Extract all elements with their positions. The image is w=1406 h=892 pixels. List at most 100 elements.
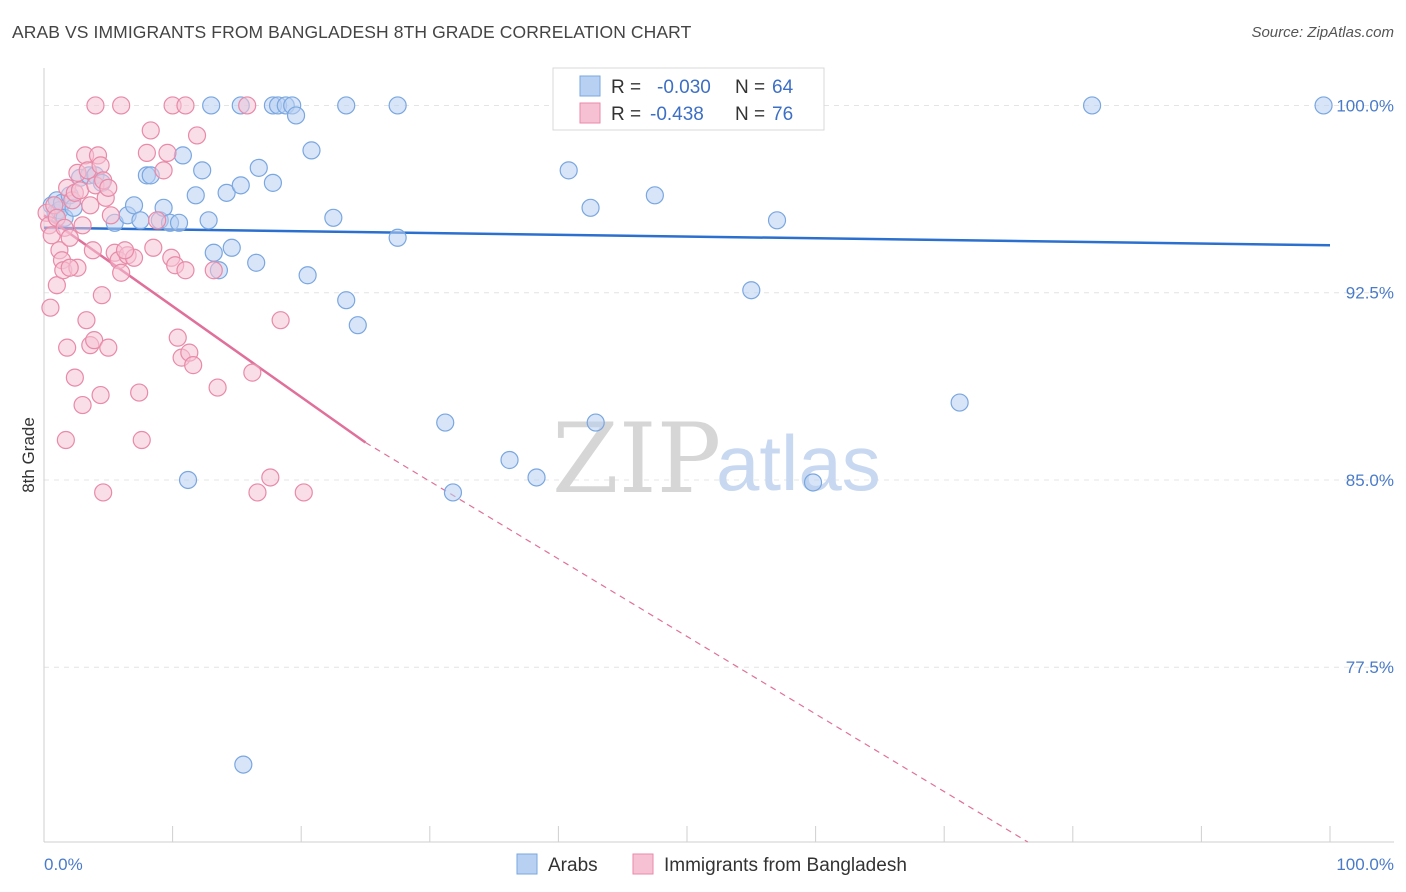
legend-n-label-bangladesh: N = [735,104,765,125]
y-tick-labels: 100.0% 92.5% 85.0% 77.5% [1336,96,1394,677]
legend-r-value-bangladesh: -0.438 [650,104,704,125]
data-point [1314,96,1333,115]
y-tick-label: 85.0% [1346,471,1394,490]
data-point [248,483,267,502]
data-point [65,368,84,387]
data-point [645,186,664,205]
axes [43,68,1394,843]
trend-line-arabs [43,226,1331,247]
data-point [204,261,223,280]
data-point [436,413,455,432]
watermark: ZIP atlas [552,403,881,515]
data-point [85,331,104,350]
data-point [130,383,149,402]
series-bangladesh [37,96,313,502]
data-point [286,106,306,125]
data-point [83,241,102,260]
data-point [60,228,79,247]
data-point [112,96,131,115]
watermark-zip: ZIP [552,403,721,515]
data-point [337,96,356,115]
data-point [208,378,227,397]
data-point [173,146,192,165]
data-point [60,258,79,277]
data-point [112,263,131,282]
data-point [178,470,198,490]
data-point [58,338,77,357]
data-point [47,276,66,295]
data-point [56,430,75,450]
data-point [742,281,761,300]
data-point [348,316,367,335]
data-point [337,291,356,310]
data-point [193,161,212,180]
x-tick-label-min: 0.0% [44,855,83,874]
data-point [176,96,195,115]
data-point [124,196,144,215]
data-point [73,216,92,235]
bottom-legend-swatch-arabs [516,853,538,875]
legend: R = -0.030 N = 64 R = -0.438 N = 76 [552,67,825,131]
data-point [249,158,268,177]
trend-lines [43,214,1331,843]
data-points [37,96,1333,774]
data-point [101,206,120,225]
data-point [222,238,241,257]
data-point [261,468,280,487]
data-point [199,211,218,230]
data-point [388,228,407,247]
data-point [559,161,578,180]
data-point [168,328,187,347]
bottom-legend: Arabs Immigrants from Bangladesh [516,853,907,876]
data-point [91,156,110,175]
data-point [141,121,160,140]
bottom-legend-label-arabs: Arabs [548,855,598,876]
data-point [186,186,205,205]
data-point [324,208,343,227]
legend-r-label-arabs: R = [611,77,641,98]
chart-source: Source: ZipAtlas.com [1251,24,1394,41]
data-point [217,183,236,202]
data-point [137,143,156,162]
data-point [92,286,111,305]
data-point [298,266,317,285]
data-point [204,243,223,262]
data-point [234,755,253,774]
data-point [41,298,60,317]
data-point [77,311,96,330]
legend-r-value-arabs: -0.030 [657,77,711,98]
data-point [73,395,92,415]
y-tick-label: 92.5% [1346,284,1394,303]
data-point [231,176,250,195]
data-point [81,196,100,215]
data-point [527,468,546,487]
y-axis-title: 8th Grade [19,417,38,493]
y-tick-label: 100.0% [1336,96,1394,115]
data-point [154,161,173,180]
data-point [581,198,600,217]
data-point [247,253,266,272]
data-point [184,356,203,375]
x-tick-labels: 0.0% 100.0% [44,855,1394,874]
data-point [169,213,189,232]
data-point [388,96,407,115]
data-point [158,143,177,162]
data-point [132,430,151,450]
data-point [91,385,110,405]
data-point [294,483,313,502]
data-point [187,126,207,145]
data-point [263,173,283,192]
data-point [176,261,195,280]
legend-n-label-arabs: N = [735,77,765,98]
trend-line-extension [365,442,1029,843]
chart-title: ARAB VS IMMIGRANTS FROM BANGLADESH 8TH G… [12,22,692,42]
bottom-legend-swatch-bangladesh [632,853,654,875]
legend-swatch-arabs [579,75,601,97]
legend-n-value-bangladesh: 76 [772,104,793,125]
data-point [238,96,257,115]
data-point [243,363,262,382]
data-point [1082,96,1102,115]
data-point [86,96,105,115]
data-point [70,181,90,200]
